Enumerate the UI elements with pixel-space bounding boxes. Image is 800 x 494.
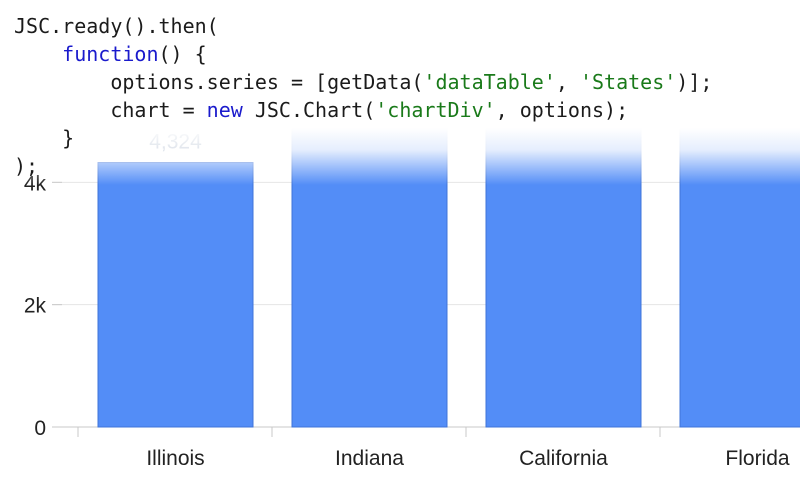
bar	[485, 16, 642, 428]
data-label: 5,364	[343, 67, 396, 90]
x-tick-label: Indiana	[335, 447, 404, 470]
bar	[97, 162, 254, 428]
bar	[291, 98, 448, 428]
data-label: 4,324	[149, 131, 202, 154]
y-tick-label: 4k	[24, 172, 47, 195]
x-tick-label: Illinois	[146, 447, 204, 470]
x-tick-label: Florida	[725, 447, 790, 470]
y-tick-label: 2k	[24, 295, 47, 318]
x-tick-label: California	[519, 447, 608, 470]
y-tick-label: 0	[34, 417, 46, 440]
bar	[679, 16, 800, 428]
